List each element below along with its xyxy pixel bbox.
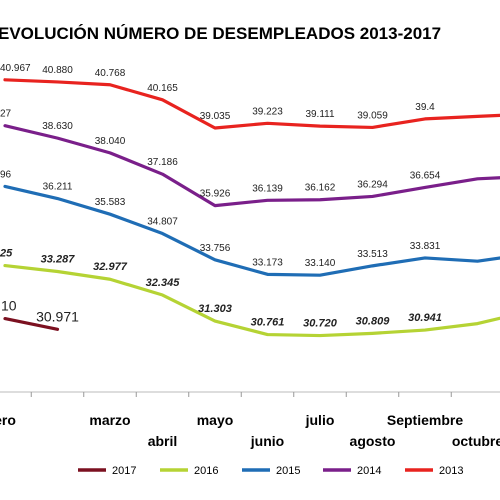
x-tick-label: agosto	[350, 433, 396, 449]
data-label-2016: 25	[0, 248, 13, 260]
data-label-2014: 35.926	[200, 189, 231, 200]
chart-title: EVOLUCIÓN NÚMERO DE DESEMPLEADOS 2013-20…	[0, 24, 441, 43]
data-label-2016: 32.345	[146, 277, 181, 289]
series-line-2017	[3, 317, 60, 331]
data-label-2016: 30.809	[356, 315, 391, 327]
data-label-2016: 30.720	[303, 318, 338, 330]
data-label-2013: 40.768	[95, 68, 126, 79]
x-tick-label: octubre	[452, 433, 500, 449]
x-axis: ero marzo abril mayo junio julio agosto Septiem…	[0, 392, 500, 449]
legend-label-2014: 2014	[357, 465, 381, 477]
plot-area: 10 30.971 25 33.287 32.977 32.345 31.303 30.761…	[0, 63, 500, 393]
data-label-2017: 10	[1, 298, 17, 314]
data-label-2014: 36.139	[252, 183, 283, 194]
data-label-2014: 36.294	[357, 179, 388, 190]
legend-label-2016: 2016	[194, 465, 218, 477]
data-label-2015: 33.513	[357, 249, 388, 260]
data-label-2013: 40.967	[0, 63, 31, 74]
data-label-2015: 36.211	[43, 182, 73, 193]
data-label-2016: 33.287	[41, 254, 76, 266]
legend-label-2015: 2015	[276, 465, 300, 477]
x-tick-label: mayo	[197, 412, 234, 428]
series-line-2014	[3, 124, 500, 208]
x-tick-label: Septiembre	[387, 412, 463, 428]
data-label-2017: 30.971	[36, 308, 79, 324]
legend: 2017 2016 2015 2014 2013	[78, 465, 463, 477]
x-tick-label: junio	[250, 433, 284, 449]
data-label-2015: 96	[0, 169, 12, 180]
data-label-2016: 30.761	[251, 317, 285, 329]
data-label-2013: 39.059	[357, 110, 388, 121]
data-label-2016: 31.303	[198, 303, 232, 315]
data-label-2014: 37.186	[147, 157, 178, 168]
x-tick-label: abril	[148, 433, 178, 449]
data-label-2013: 39.111	[305, 109, 335, 120]
series-line-2015	[3, 184, 500, 277]
x-tick-label: marzo	[89, 412, 130, 428]
data-label-2015: 33.173	[252, 257, 283, 268]
data-label-2015: 33.140	[305, 258, 336, 269]
data-label-2015: 34.807	[147, 217, 178, 228]
data-label-2014: 36.654	[410, 170, 441, 181]
x-tick-label: julio	[305, 412, 335, 428]
series-line-2013	[3, 78, 500, 130]
data-label-2016: 30.941	[408, 312, 442, 324]
data-label-2013: 39.4	[415, 102, 435, 113]
data-label-2014: 38.630	[42, 121, 73, 132]
data-label-2013: 40.880	[42, 65, 73, 76]
data-label-2013: 39.223	[252, 106, 283, 117]
x-tick-label: ero	[0, 412, 16, 428]
data-label-2014: 38.040	[95, 136, 126, 147]
series-line-2016	[3, 263, 500, 338]
data-label-2013: 40.165	[147, 83, 178, 94]
data-label-2015: 35.583	[95, 197, 126, 208]
legend-label-2017: 2017	[112, 465, 136, 477]
legend-label-2013: 2013	[439, 465, 463, 477]
data-label-2013: 39.035	[200, 111, 231, 122]
data-label-2014: 27	[0, 109, 12, 120]
data-label-2014: 36.162	[305, 183, 336, 194]
data-label-2015: 33.756	[200, 243, 231, 254]
data-label-2015: 33.831	[410, 241, 441, 252]
data-label-2016: 32.977	[93, 261, 128, 273]
